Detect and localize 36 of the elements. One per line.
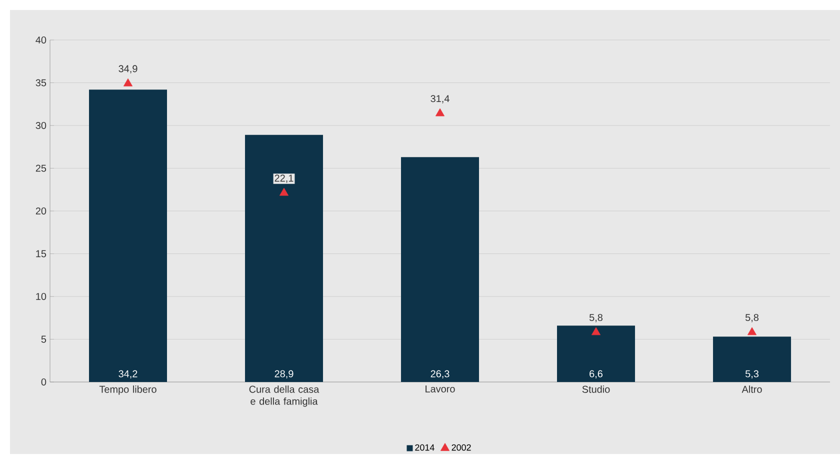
y-tick-label: 30 (36, 122, 46, 129)
data-label: 22,1 (274, 174, 294, 183)
point (747, 327, 757, 336)
bar (89, 90, 168, 382)
y-tick-label: 10 (36, 292, 46, 300)
data-label: 34,2 (118, 370, 138, 378)
y-tick-label: 25 (36, 164, 46, 172)
x-tick-label: Tempo libero (99, 385, 156, 395)
y-tick-label: 40 (36, 36, 46, 44)
data-label: 6,6 (590, 370, 603, 378)
y-tick-label: 35 (36, 79, 46, 86)
point (591, 327, 601, 336)
data-label: 28,9 (274, 370, 294, 378)
data-label: 5,8 (589, 314, 603, 322)
x-tick-label: Lavoro (426, 385, 455, 392)
y-tick-label: 20 (36, 207, 46, 214)
x-tick-label: Studio (582, 385, 610, 393)
legend-label: 2002 (452, 444, 471, 451)
point (279, 188, 289, 196)
x-tick-label: Cura della casa e della famiglia (249, 385, 320, 407)
point (123, 78, 133, 86)
x-tick-label: Altro (742, 385, 762, 393)
bar (713, 336, 792, 382)
y-tick-label: 0 (41, 378, 46, 386)
point (435, 108, 445, 116)
legend-label: 2014 (415, 444, 434, 451)
data-label: 31,4 (430, 95, 450, 104)
data-label: 26,3 (430, 370, 450, 378)
bar (401, 157, 480, 382)
bar (245, 134, 324, 382)
data-label: 5,8 (745, 314, 759, 322)
y-tick-label: 15 (36, 250, 46, 258)
y-tick-label: 5 (41, 336, 46, 343)
bar (557, 326, 636, 382)
data-label: 34,9 (118, 65, 138, 74)
data-label: 5,3 (745, 370, 759, 378)
